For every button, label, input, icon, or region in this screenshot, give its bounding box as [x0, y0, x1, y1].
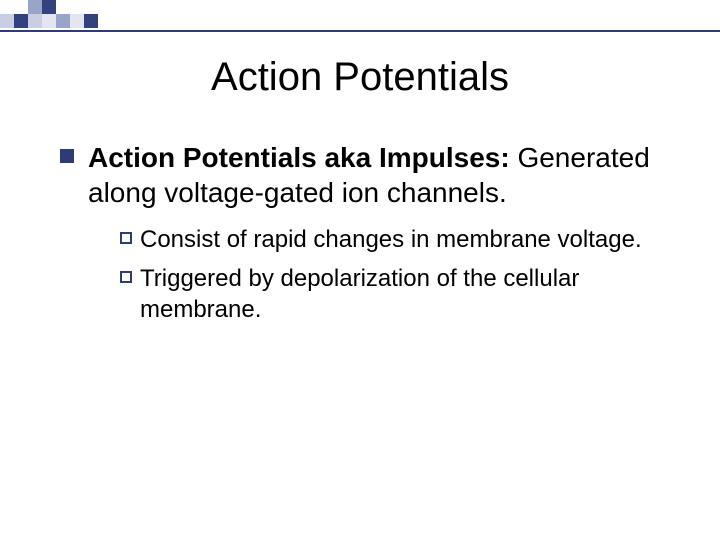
bullet-text: Action Potentials aka Impulses: Generate…: [88, 140, 670, 334]
top-rule: [0, 30, 720, 32]
bullet-level1: Action Potentials aka Impulses: Generate…: [60, 140, 670, 334]
decor-square: [28, 0, 42, 14]
decor-square: [56, 14, 70, 28]
decor-square: [42, 0, 56, 14]
hollow-square-icon: [120, 271, 132, 283]
sub-bullets: Consist of rapid changes in membrane vol…: [120, 224, 670, 326]
decor-square: [28, 14, 42, 28]
decor-square: [0, 14, 14, 28]
bullet-bold: Action Potentials aka Impulses:: [88, 142, 510, 173]
corner-decor: [0, 0, 720, 34]
sub-bullet-text: Triggered by depolarization of the cellu…: [140, 263, 670, 325]
square-bullet-icon: [60, 149, 74, 163]
decor-square: [70, 14, 84, 28]
decor-square: [42, 14, 56, 28]
sub-bullet-text: Consist of rapid changes in membrane vol…: [140, 224, 642, 255]
slide: Action Potentials Action Potentials aka …: [0, 0, 720, 540]
decor-square: [14, 14, 28, 28]
decor-square: [84, 14, 98, 28]
hollow-square-icon: [120, 232, 132, 244]
slide-body: Action Potentials aka Impulses: Generate…: [60, 140, 670, 350]
bullet-level2: Consist of rapid changes in membrane vol…: [120, 224, 670, 255]
bullet-level2: Triggered by depolarization of the cellu…: [120, 263, 670, 325]
slide-title: Action Potentials: [0, 55, 720, 100]
